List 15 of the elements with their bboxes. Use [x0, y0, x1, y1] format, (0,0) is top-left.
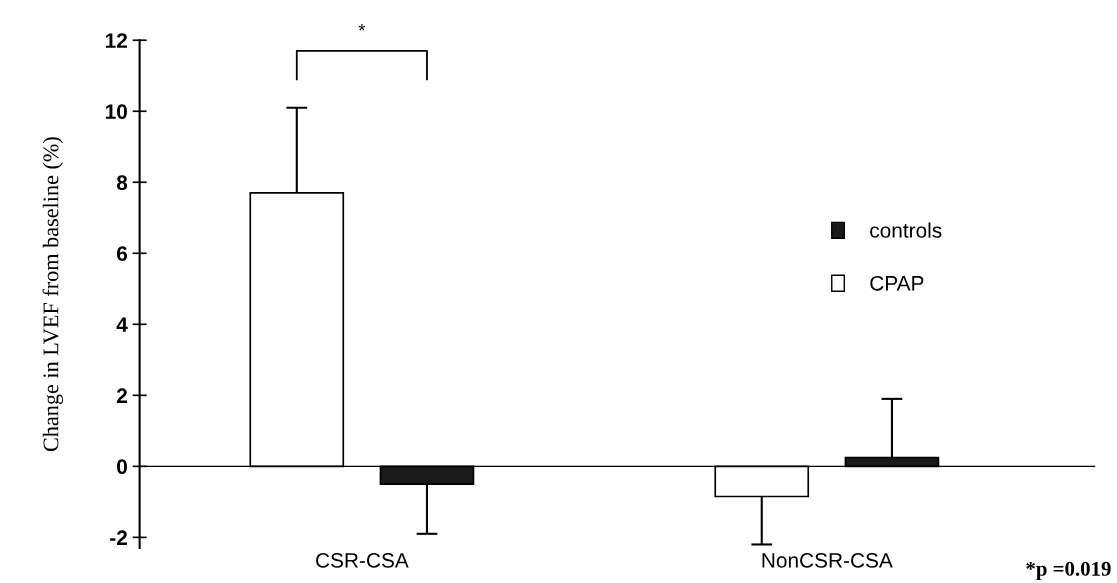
y-tick-label: 0	[117, 459, 127, 475]
x-tick-label: CSR-CSA	[316, 553, 409, 568]
legend-label: controls	[870, 222, 942, 238]
y-tick-label: 4	[116, 317, 128, 332]
x-tick-label: NonCSR-CSA	[762, 553, 893, 568]
text: *	[358, 24, 366, 31]
legend-label: CPAP	[870, 275, 924, 291]
y-tick-label: 10	[105, 104, 127, 119]
y-tick-label: -2	[110, 530, 127, 545]
text: *p =0.019	[1026, 561, 1111, 581]
y-axis-title: Change in LVEF from baseline (%)	[42, 137, 63, 452]
y-tick-label: 12	[105, 33, 127, 48]
y-tick-label: 2	[116, 388, 127, 403]
y-tick-label: 8	[116, 175, 128, 191]
y-tick-label: 6	[117, 246, 128, 262]
